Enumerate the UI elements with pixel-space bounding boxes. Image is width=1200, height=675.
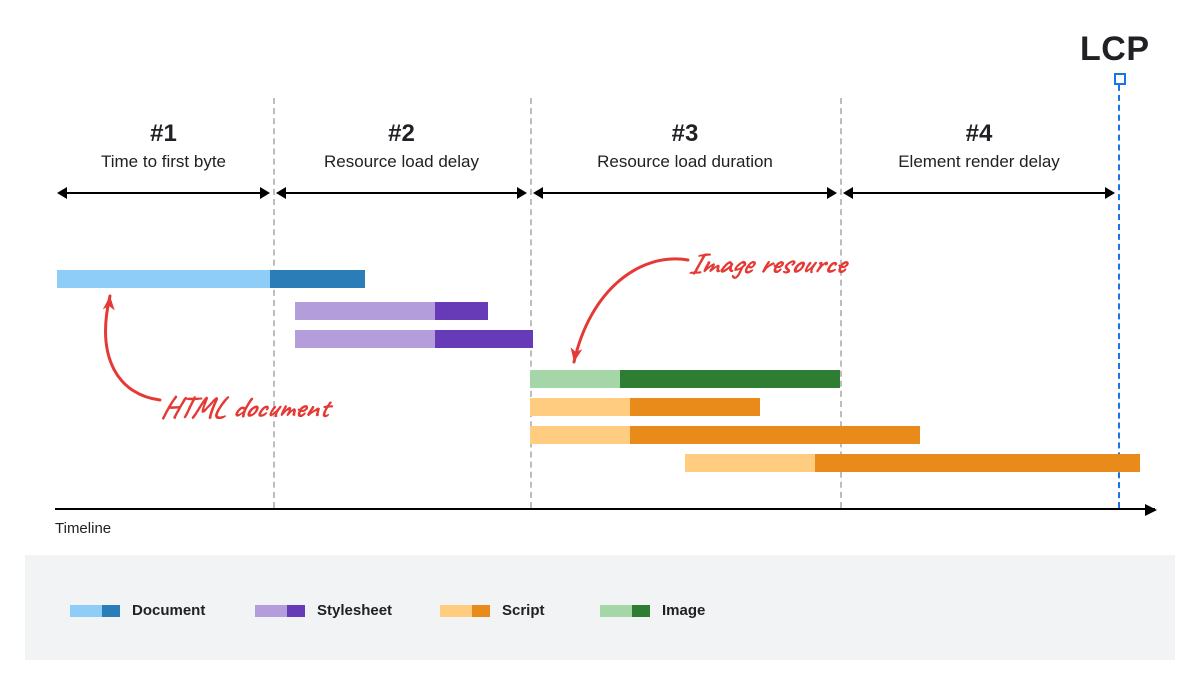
lcp-marker-line xyxy=(1118,75,1120,508)
legend-label: Image xyxy=(662,602,705,619)
waterfall-bar-document xyxy=(57,270,365,288)
timeline-axis xyxy=(55,508,1155,510)
waterfall-bar-script xyxy=(685,454,1140,472)
legend-swatch xyxy=(600,605,650,617)
waterfall-bar-stylesheet xyxy=(295,330,533,348)
waterfall-bar-stylesheet xyxy=(295,302,488,320)
legend-label: Document xyxy=(132,602,205,619)
legend-item-document: Document xyxy=(70,602,205,619)
lcp-label: LCP xyxy=(1080,30,1150,69)
waterfall-bar-image xyxy=(530,370,840,388)
phase-number: #1 xyxy=(150,120,177,148)
phase-number: #4 xyxy=(966,120,993,148)
legend-swatch xyxy=(440,605,490,617)
timeline-axis-label: Timeline xyxy=(55,520,111,537)
legend-item-script: Script xyxy=(440,602,545,619)
phase-number: #3 xyxy=(672,120,699,148)
legend-swatch xyxy=(255,605,305,617)
legend-item-stylesheet: Stylesheet xyxy=(255,602,392,619)
phase-label: Time to first byte xyxy=(101,152,226,172)
annotation-text: HTML document xyxy=(160,388,328,426)
waterfall-bar-script xyxy=(530,426,920,444)
phase-label: Resource load delay xyxy=(324,152,479,172)
phase-divider xyxy=(530,98,532,508)
lcp-marker-cap xyxy=(1114,73,1126,85)
legend-label: Script xyxy=(502,602,545,619)
phase-divider xyxy=(273,98,275,508)
phase-label: Resource load duration xyxy=(597,152,773,172)
legend-item-image: Image xyxy=(600,602,705,619)
legend-label: Stylesheet xyxy=(317,602,392,619)
phase-label: Element render delay xyxy=(898,152,1060,172)
phase-divider xyxy=(840,98,842,508)
phase-number: #2 xyxy=(388,120,415,148)
waterfall-bar-script xyxy=(530,398,760,416)
annotation-text: Image resource xyxy=(688,244,844,282)
legend-swatch xyxy=(70,605,120,617)
